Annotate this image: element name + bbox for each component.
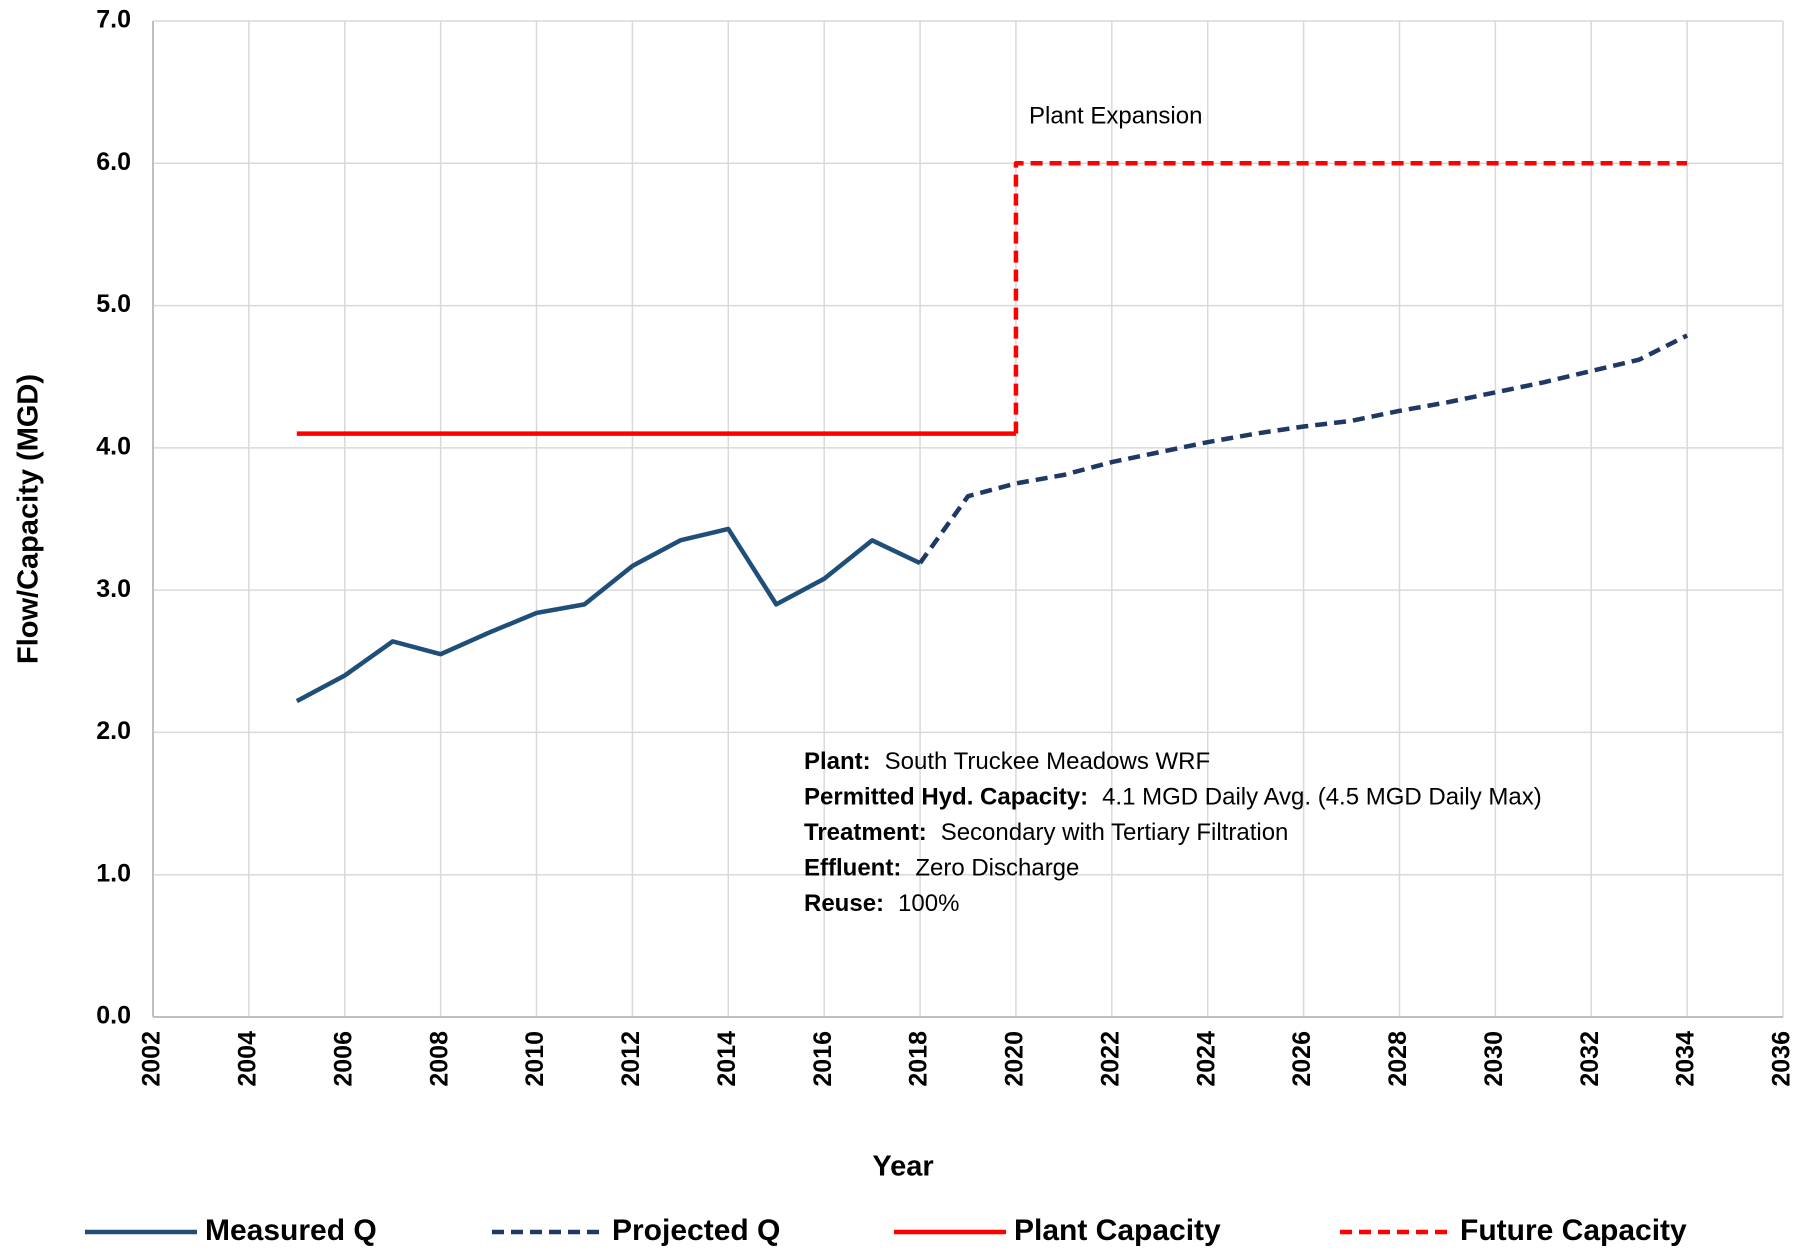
x-tick-label: 2028: [1384, 1031, 1412, 1087]
y-tick-label: 5.0: [96, 290, 131, 318]
info-line: Plant: South Truckee Meadows WRF: [804, 748, 1210, 775]
info-text: South Truckee Meadows WRF: [885, 748, 1210, 775]
x-tick-label: 2020: [1001, 1031, 1029, 1087]
x-tick-label: 2010: [521, 1031, 549, 1087]
info-text: 100%: [898, 890, 959, 917]
y-tick-label: 0.0: [96, 1002, 131, 1030]
x-tick-label: 2026: [1288, 1031, 1316, 1087]
info-text: 4.1 MGD Daily Avg. (4.5 MGD Daily Max): [1102, 784, 1542, 811]
info-label: Effluent:: [804, 855, 901, 882]
y-tick-label: 7.0: [96, 6, 131, 34]
legend-label: Plant Capacity: [1014, 1214, 1221, 1247]
info-line: Reuse: 100%: [804, 890, 959, 917]
legend-label: Projected Q: [612, 1214, 780, 1247]
x-tick-label: 2014: [713, 1031, 741, 1087]
x-tick-label: 2018: [905, 1031, 933, 1087]
x-tick-label: 2032: [1576, 1031, 1604, 1087]
info-label: Permitted Hyd. Capacity:: [804, 784, 1088, 811]
legend-label: Measured Q: [205, 1214, 377, 1247]
x-tick-label: 2006: [329, 1031, 357, 1087]
x-tick-label: 2004: [233, 1031, 261, 1087]
info-line: Permitted Hyd. Capacity: 4.1 MGD Daily Av…: [804, 784, 1542, 811]
annotation: Plant Expansion: [1029, 102, 1202, 129]
series-line: [1013, 161, 1688, 434]
x-tick-label: 2002: [138, 1031, 166, 1087]
info-label: Treatment:: [804, 819, 927, 846]
x-tick-label: 2022: [1096, 1031, 1124, 1087]
y-tick-label: 4.0: [96, 432, 131, 460]
info-line: Treatment: Secondary with Tertiary Filtra…: [804, 819, 1288, 846]
x-tick-label: 2024: [1192, 1031, 1220, 1087]
x-tick-label: 2030: [1480, 1031, 1508, 1087]
y-tick-label: 2.0: [96, 717, 131, 745]
x-axis-label: Year: [872, 1151, 933, 1183]
info-line: Effluent: Zero Discharge: [804, 855, 1079, 882]
y-tick-label: 1.0: [96, 859, 131, 887]
info-text: Zero Discharge: [915, 855, 1079, 882]
series-line: [918, 333, 1689, 565]
y-axis-label: Flow/Capacity (MGD): [13, 374, 45, 664]
y-tick-label: 3.0: [96, 575, 131, 603]
info-label: Reuse:: [804, 890, 884, 917]
x-tick-label: 2008: [425, 1031, 453, 1087]
y-tick-label: 6.0: [96, 148, 131, 176]
series-line: [295, 526, 922, 704]
legend-label: Future Capacity: [1460, 1214, 1687, 1247]
x-tick-label: 2034: [1672, 1031, 1700, 1087]
info-text: Secondary with Tertiary Filtration: [941, 819, 1289, 846]
x-tick-label: 2036: [1768, 1031, 1796, 1087]
x-tick-label: 2012: [617, 1031, 645, 1087]
info-label: Plant:: [804, 748, 871, 775]
x-tick-label: 2016: [809, 1031, 837, 1087]
